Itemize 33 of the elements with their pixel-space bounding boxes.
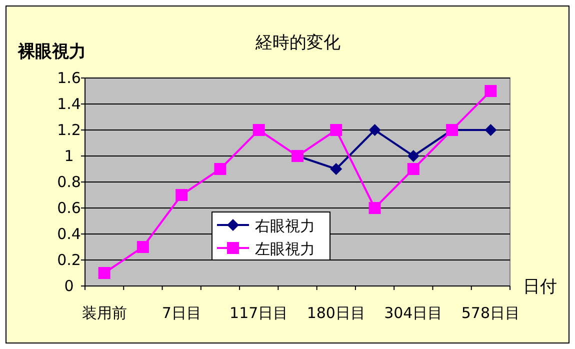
point: [252, 124, 265, 136]
point: [484, 124, 497, 136]
x-tick-label: 117日目: [230, 304, 288, 322]
y-tick-label: 0: [64, 277, 74, 295]
point: [330, 163, 342, 175]
legend-label: 右眼視力: [255, 217, 315, 235]
point: [214, 163, 226, 175]
point: [407, 150, 420, 162]
y-tick-label: 0.4: [57, 225, 81, 243]
point: [368, 124, 381, 136]
point: [136, 241, 149, 253]
y-axis-title: 裸眼視力: [17, 42, 86, 62]
x-tick-label: 7日目: [162, 304, 202, 322]
legend-label: 左眼視力: [255, 240, 315, 258]
point: [330, 124, 342, 136]
y-tick-label: 1.4: [57, 95, 81, 113]
x-tick-label: 装用前: [82, 304, 127, 322]
x-tick-label: 180日目: [306, 304, 366, 322]
x-axis-title: 日付: [523, 277, 557, 297]
y-tick-label: 0.2: [57, 251, 81, 269]
point: [407, 163, 420, 175]
y-tick-label: 0.8: [57, 173, 81, 191]
chart-title: 経時的変化: [254, 33, 340, 53]
point: [368, 202, 381, 214]
point: [176, 189, 188, 201]
point: [98, 267, 110, 279]
point: [484, 85, 497, 97]
x-tick-label: 304日目: [384, 304, 443, 322]
y-tick-label: 0.6: [57, 199, 81, 217]
x-tick-label: 578日目: [461, 304, 520, 322]
y-tick-label: 1.2: [57, 121, 81, 139]
y-tick-label: 1.6: [57, 69, 81, 87]
y-tick-label: 1: [64, 147, 74, 165]
